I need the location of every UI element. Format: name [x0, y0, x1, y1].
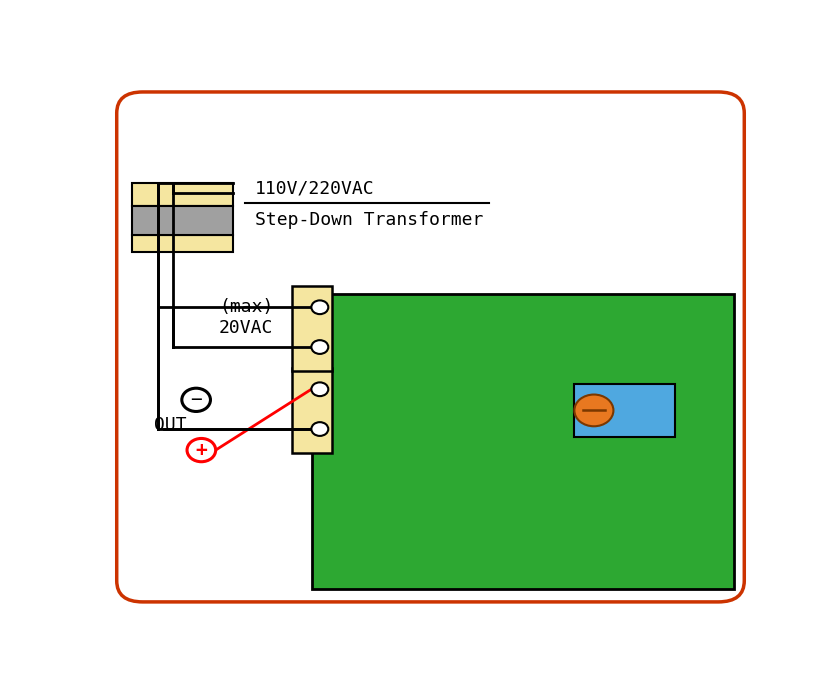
Bar	[133, 183, 234, 206]
Circle shape	[312, 340, 328, 354]
Bar	[133, 206, 234, 235]
Circle shape	[181, 388, 211, 412]
Text: Step-Down Transformer: Step-Down Transformer	[255, 211, 483, 229]
Text: (max): (max)	[219, 298, 273, 316]
Text: 110V/220VAC: 110V/220VAC	[255, 179, 375, 197]
Circle shape	[312, 383, 328, 396]
Text: +: +	[196, 440, 207, 460]
Text: 20VAC: 20VAC	[219, 319, 273, 337]
Circle shape	[312, 300, 328, 314]
Circle shape	[312, 422, 328, 436]
Text: OUT: OUT	[154, 416, 186, 434]
Bar	[133, 235, 234, 251]
Bar	[574, 384, 675, 437]
Circle shape	[187, 438, 216, 462]
Text: −: −	[191, 390, 202, 409]
Circle shape	[575, 394, 613, 426]
Bar	[292, 368, 332, 453]
Bar	[292, 286, 332, 371]
Bar	[312, 294, 734, 589]
